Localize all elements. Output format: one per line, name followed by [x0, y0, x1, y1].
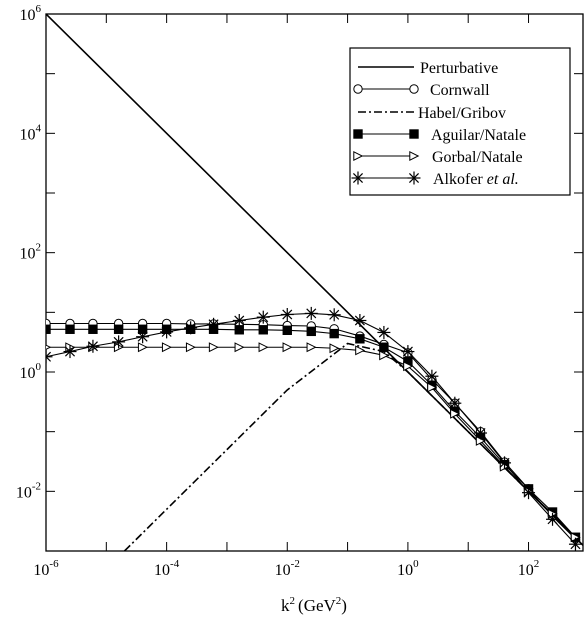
marker-aguilar-natale: [329, 328, 339, 339]
legend-marker-aguilar-natale: [409, 129, 419, 139]
axis-ticks: [45, 13, 583, 552]
marker-alkofer-et-al: [46, 350, 53, 364]
series-gorbal-natale: [46, 342, 581, 543]
marker-aguilar-natale: [88, 324, 98, 334]
legend-label-cornwall: Cornwall: [430, 82, 490, 99]
marker-gorbal-natale: [450, 408, 461, 419]
legend-samples: [351, 66, 421, 185]
marker-alkofer-et-al: [280, 307, 294, 321]
y-tick-label: 106: [20, 3, 42, 24]
marker-alkofer-et-al: [425, 369, 439, 383]
marker-aguilar-natale: [355, 334, 365, 344]
legend-label-perturbative: Perturbative: [420, 60, 498, 77]
marker-gorbal-natale: [46, 344, 52, 350]
legend-label-aguilar-natale: Aguilar/Natale: [431, 127, 526, 144]
marker-gorbal-natale: [427, 382, 438, 393]
legend-label-habel-gribov: Habel/Gribov: [418, 105, 506, 122]
x-tick-label: 10-4: [154, 558, 180, 579]
marker-gorbal-natale: [185, 342, 196, 353]
marker-alkofer-et-al: [160, 325, 174, 339]
marker-aguilar-natale: [258, 325, 268, 335]
marker-alkofer-et-al: [86, 339, 100, 353]
series-line-habel-gribov: [123, 342, 583, 551]
marker-alkofer-et-al: [304, 306, 318, 320]
marker-gorbal-natale: [258, 342, 269, 353]
marker-gorbal-natale: [329, 343, 340, 354]
x-tick-label: 102: [518, 558, 540, 579]
legend-box: [349, 47, 571, 196]
marker-alkofer-et-al: [353, 313, 367, 327]
x-axis-title: k2 (GeV2): [281, 595, 347, 615]
x-tick-label: 10-2: [275, 558, 300, 579]
y-tick-label: 104: [20, 122, 42, 143]
legend: Perturbative Cornwall Habel/Gribov Aguil…: [349, 47, 571, 196]
marker-aguilar-natale: [379, 342, 389, 352]
marker-alkofer-et-al: [184, 321, 198, 335]
x-tick-label: 10-6: [33, 558, 59, 579]
x-tick-label: 100: [397, 558, 419, 579]
marker-alkofer-et-al: [256, 310, 270, 324]
y-tick-label: 100: [20, 361, 42, 382]
legend-marker-gorbal-natale: [409, 150, 420, 162]
marker-gorbal-natale: [161, 342, 172, 353]
marker-gorbal-natale: [403, 361, 414, 372]
marker-alkofer-et-al: [207, 317, 221, 331]
marker-alkofer-et-al: [474, 426, 488, 440]
marker-gorbal-natale: [355, 345, 366, 356]
marker-alkofer-et-al: [546, 512, 560, 526]
legend-label-gorbal-natale: Gorbal/Natale: [432, 149, 523, 166]
marker-alkofer-et-al: [327, 308, 341, 322]
marker-gorbal-natale: [306, 342, 317, 353]
marker-alkofer-et-al: [136, 330, 150, 344]
legend-marker-gorbal-natale: [353, 150, 364, 162]
marker-alkofer-et-al: [568, 537, 582, 551]
series-alkofer-et-al: [46, 306, 582, 551]
marker-gorbal-natale: [208, 342, 219, 353]
marker-aguilar-natale: [282, 325, 292, 335]
marker-gorbal-natale: [234, 342, 245, 353]
y-tick-label: 10-2: [16, 480, 41, 501]
marker-aguilar-natale: [65, 324, 75, 334]
marker-aguilar-natale: [113, 324, 124, 334]
legend-label-alkofer: Alkofer et al.: [433, 171, 519, 188]
legend-marker-alkofer-et-al: [407, 171, 421, 185]
marker-alkofer-et-al: [448, 396, 462, 410]
y-tick-label: 102: [20, 242, 42, 263]
tick-labels: 10-6 10-4 10-2 100 102 10-2 100 102 104 106: [16, 3, 539, 579]
marker-alkofer-et-al: [63, 345, 77, 359]
marker-alkofer-et-al: [112, 335, 126, 349]
legend-marker-alkofer-et-al: [351, 171, 365, 185]
series-layer: [46, 14, 583, 551]
marker-alkofer-et-al: [498, 456, 512, 470]
marker-aguilar-natale: [306, 326, 316, 337]
marker-aguilar-natale: [46, 324, 51, 334]
marker-gorbal-natale: [282, 342, 293, 353]
marker-alkofer-et-al: [377, 325, 391, 339]
marker-gorbal-natale: [379, 350, 390, 361]
series-habel-gribov: [123, 342, 583, 551]
legend-marker-aguilar-natale: [353, 129, 363, 139]
marker-alkofer-et-al: [401, 345, 415, 359]
marker-alkofer-et-al: [232, 313, 246, 327]
marker-gorbal-natale: [137, 342, 148, 353]
marker-alkofer-et-al: [522, 486, 536, 500]
legend-marker-cornwall: [353, 84, 363, 94]
legend-marker-cornwall: [409, 84, 419, 94]
